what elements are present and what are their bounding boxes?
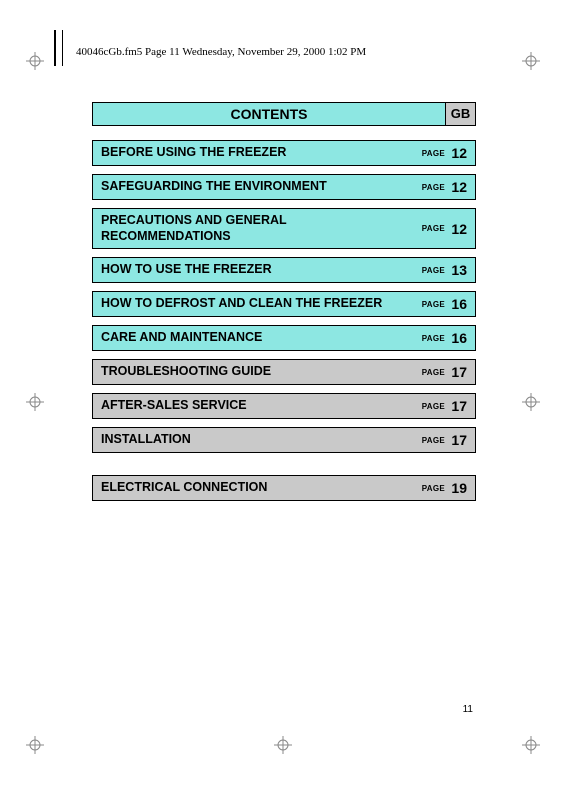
toc-row[interactable]: SAFEGUARDING THE ENVIRONMENTPAGE 12 bbox=[92, 174, 476, 200]
registration-mark-icon bbox=[522, 393, 540, 411]
page-word: PAGE bbox=[422, 484, 445, 493]
registration-mark-icon bbox=[522, 52, 540, 70]
registration-mark-icon bbox=[274, 736, 292, 754]
toc-row[interactable]: CARE AND MAINTENANCEPAGE 16 bbox=[92, 325, 476, 351]
page-word: PAGE bbox=[422, 183, 445, 192]
registration-mark-icon bbox=[522, 736, 540, 754]
toc-label: ELECTRICAL CONNECTION bbox=[101, 480, 422, 496]
registration-mark-icon bbox=[26, 52, 44, 70]
toc-label: BEFORE USING THE FREEZER bbox=[101, 145, 422, 161]
page-number-value: 12 bbox=[449, 179, 467, 195]
registration-mark-icon bbox=[26, 736, 44, 754]
page-word: PAGE bbox=[422, 334, 445, 343]
header-rule-thick bbox=[54, 30, 56, 66]
header-meta-text: 40046cGb.fm5 Page 11 Wednesday, November… bbox=[76, 46, 366, 58]
page-number-value: 13 bbox=[449, 262, 467, 278]
toc-row[interactable]: INSTALLATIONPAGE 17 bbox=[92, 427, 476, 453]
toc-label: TROUBLESHOOTING GUIDE bbox=[101, 364, 422, 380]
page-number-value: 19 bbox=[449, 480, 467, 496]
page-word: PAGE bbox=[422, 300, 445, 309]
page-word: PAGE bbox=[422, 266, 445, 275]
toc-row[interactable]: TROUBLESHOOTING GUIDEPAGE 17 bbox=[92, 359, 476, 385]
contents-title: CONTENTS bbox=[92, 102, 446, 126]
registration-mark-icon bbox=[26, 393, 44, 411]
toc-spacer bbox=[92, 461, 476, 475]
toc-row[interactable]: BEFORE USING THE FREEZERPAGE 12 bbox=[92, 140, 476, 166]
toc-label: PRECAUTIONS AND GENERAL RECOMMENDATIONS bbox=[101, 213, 422, 244]
page-number-value: 17 bbox=[449, 364, 467, 380]
page-number-value: 12 bbox=[449, 145, 467, 161]
page-word: PAGE bbox=[422, 402, 445, 411]
page-word: PAGE bbox=[422, 149, 445, 158]
toc-label: AFTER-SALES SERVICE bbox=[101, 398, 422, 414]
toc-row[interactable]: AFTER-SALES SERVICEPAGE 17 bbox=[92, 393, 476, 419]
page-word: PAGE bbox=[422, 436, 445, 445]
page-number-value: 17 bbox=[449, 432, 467, 448]
page-word: PAGE bbox=[422, 224, 445, 233]
page-number-value: 16 bbox=[449, 330, 467, 346]
page-number-value: 12 bbox=[449, 221, 467, 237]
toc-label: SAFEGUARDING THE ENVIRONMENT bbox=[101, 179, 422, 195]
toc-label: CARE AND MAINTENANCE bbox=[101, 330, 422, 346]
contents-title-row: CONTENTS GB bbox=[92, 102, 476, 126]
page-number: 11 bbox=[463, 704, 473, 715]
page-word: PAGE bbox=[422, 368, 445, 377]
toc-row[interactable]: ELECTRICAL CONNECTIONPAGE 19 bbox=[92, 475, 476, 501]
toc-row[interactable]: PRECAUTIONS AND GENERAL RECOMMENDATIONSP… bbox=[92, 208, 476, 249]
toc-row[interactable]: HOW TO DEFROST AND CLEAN THE FREEZERPAGE… bbox=[92, 291, 476, 317]
header-rule-thin bbox=[62, 30, 63, 66]
contents-panel: CONTENTS GB BEFORE USING THE FREEZERPAGE… bbox=[92, 102, 476, 509]
toc-row[interactable]: HOW TO USE THE FREEZERPAGE 13 bbox=[92, 257, 476, 283]
toc-label: HOW TO DEFROST AND CLEAN THE FREEZER bbox=[101, 296, 422, 312]
language-badge: GB bbox=[446, 102, 476, 126]
page-number-value: 16 bbox=[449, 296, 467, 312]
toc-label: INSTALLATION bbox=[101, 432, 422, 448]
page-number-value: 17 bbox=[449, 398, 467, 414]
toc-label: HOW TO USE THE FREEZER bbox=[101, 262, 422, 278]
